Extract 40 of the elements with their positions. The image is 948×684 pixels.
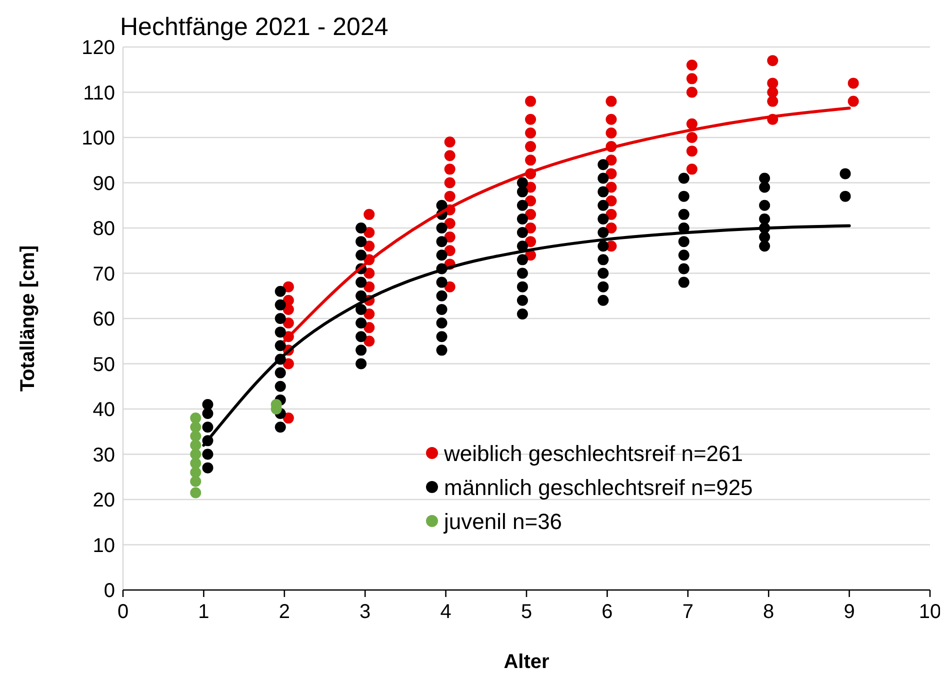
point <box>190 448 202 460</box>
x-tick-label: 1 <box>198 601 210 623</box>
point <box>190 440 202 451</box>
y-tick-label: 30 <box>92 444 115 466</box>
point <box>190 487 202 498</box>
line-series <box>202 224 851 447</box>
x-tick-label: 10 <box>918 601 942 623</box>
point <box>190 458 202 469</box>
y-axis-title: Totallänge [cm] <box>17 245 39 392</box>
x-tick-label: 3 <box>360 601 371 623</box>
y-tick-label: 90 <box>92 172 115 195</box>
point <box>190 422 202 433</box>
y-tick-label: 70 <box>92 263 115 286</box>
point <box>190 466 202 478</box>
x-tick-label: 8 <box>763 601 774 623</box>
x-tick-label: 4 <box>440 601 452 623</box>
legend-label: männlich geschlechtsreif n=925 <box>444 475 753 500</box>
y-tick-label: 50 <box>92 354 115 376</box>
y-tick-label: 120 <box>82 37 115 59</box>
y-tick-label: 110 <box>83 82 115 104</box>
legend-label: weiblich geschlechtsreif n=261 <box>443 441 744 466</box>
y-tick-label: 80 <box>92 218 115 240</box>
y-tick-label: 40 <box>92 399 115 421</box>
legend-label: juvenil n=36 <box>443 509 562 534</box>
point <box>190 476 202 487</box>
y-tick-label: 100 <box>82 128 115 150</box>
x-tick-label: 9 <box>844 601 855 623</box>
y-tick-label: 0 <box>104 580 115 602</box>
point <box>190 430 202 442</box>
x-tick-label: 5 <box>520 601 532 623</box>
x-tick-label: 7 <box>682 601 694 623</box>
x-axis-title: Alter <box>504 651 550 673</box>
x-tick-label: 6 <box>602 601 613 623</box>
point <box>190 412 202 424</box>
x-tick-label: 0 <box>117 601 129 623</box>
y-tick-label: 20 <box>92 490 115 512</box>
chart-title: Hechtfänge 2021 - 2024 <box>120 13 388 41</box>
y-tick-label: 60 <box>92 308 115 330</box>
y-tick-label: 10 <box>92 534 115 557</box>
x-tick-label: 2 <box>278 601 290 623</box>
